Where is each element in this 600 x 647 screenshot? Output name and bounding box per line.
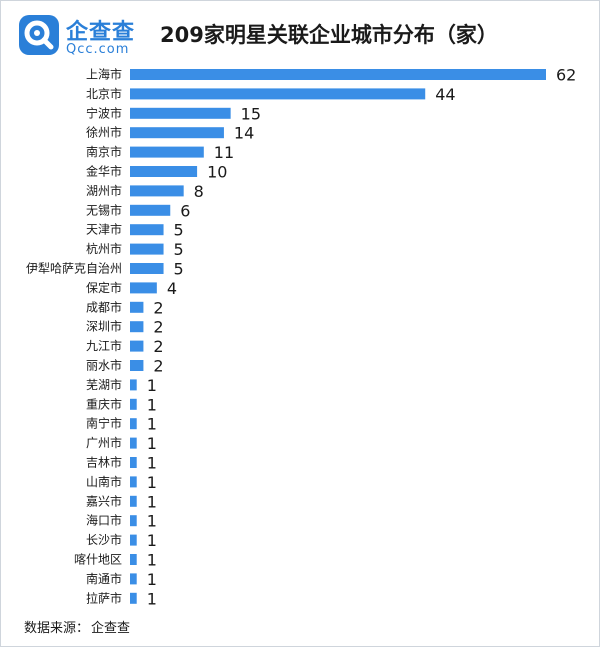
value-label: 5 [174, 240, 184, 259]
chart-title: 209家明星关联企业城市分布（家） [160, 23, 498, 47]
category-label: 成都市 [86, 299, 122, 314]
bar [130, 263, 164, 274]
category-label: 喀什地区 [74, 553, 122, 567]
bar [130, 495, 137, 507]
bar [130, 398, 137, 410]
value-label: 1 [147, 395, 157, 414]
bar [130, 592, 137, 604]
bar [130, 88, 426, 100]
value-label: 10 [207, 163, 227, 182]
bar [130, 107, 231, 119]
value-label: 4 [167, 279, 177, 298]
source-label: 数据来源： [24, 621, 90, 636]
value-label: 5 [174, 260, 184, 279]
bar [130, 282, 157, 294]
bar [130, 515, 137, 527]
value-label: 2 [153, 357, 163, 376]
category-label: 南京市 [86, 144, 122, 159]
category-label: 上海市 [86, 67, 122, 82]
value-label: 1 [147, 454, 157, 473]
bar [130, 204, 171, 216]
bar [130, 224, 164, 236]
value-label: 1 [147, 473, 157, 492]
category-label: 天津市 [86, 222, 122, 237]
bar [130, 243, 164, 255]
bar [130, 534, 137, 546]
value-label: 1 [147, 415, 157, 434]
brand-logo: 企查查 Qcc.com [18, 14, 148, 58]
value-label: 62 [556, 66, 576, 85]
logo-text-en: Qcc.com [66, 42, 130, 57]
value-label: 2 [153, 337, 163, 356]
value-label: 1 [147, 551, 157, 570]
category-label: 湖州市 [86, 183, 122, 198]
bar [130, 457, 137, 468]
category-label: 拉萨市 [86, 590, 122, 605]
bar [130, 321, 144, 333]
source-value: 企查查 [91, 621, 131, 636]
qcc-logo-icon [19, 15, 59, 55]
value-label: 14 [234, 124, 254, 143]
value-label: 6 [180, 201, 190, 220]
category-label: 徐州市 [86, 125, 122, 140]
value-label: 1 [147, 512, 157, 531]
category-label: 无锡市 [86, 202, 122, 217]
value-label: 5 [174, 221, 184, 240]
category-label: 广州市 [86, 435, 122, 450]
bar [130, 146, 204, 158]
value-label: 1 [147, 589, 157, 608]
logo-text-cn: 企查查 [66, 20, 136, 45]
category-label: 保定市 [86, 280, 122, 295]
category-label: 丽水市 [86, 358, 122, 373]
category-label: 吉林市 [86, 455, 122, 470]
category-label: 嘉兴市 [86, 493, 122, 508]
category-label: 南宁市 [86, 416, 122, 431]
bar [130, 185, 184, 197]
value-label: 1 [147, 531, 157, 550]
category-label: 芜湖市 [86, 377, 122, 392]
value-label: 44 [435, 85, 455, 104]
value-label: 11 [214, 143, 234, 162]
bar [130, 301, 144, 313]
value-label: 2 [153, 298, 163, 317]
category-label: 长沙市 [86, 532, 122, 547]
value-label: 2 [153, 318, 163, 337]
category-label: 九江市 [86, 338, 122, 353]
bar [130, 379, 137, 391]
data-source: 数据来源： 企查查 [22, 617, 130, 636]
category-label: 深圳市 [86, 319, 122, 334]
value-label: 8 [194, 182, 204, 201]
category-label: 南通市 [86, 571, 122, 586]
value-label: 1 [147, 376, 157, 395]
category-label: 海口市 [86, 513, 122, 528]
value-label: 15 [241, 104, 261, 123]
bar [130, 69, 546, 80]
bar [130, 127, 224, 139]
bar [130, 476, 137, 488]
bar [130, 554, 137, 565]
category-label: 杭州市 [86, 241, 122, 256]
category-label: 北京市 [86, 86, 122, 101]
category-label: 伊犁哈萨克自治州 [26, 262, 122, 276]
bar [130, 360, 144, 371]
category-label: 金华市 [86, 164, 122, 179]
bar [130, 166, 198, 177]
value-label: 1 [147, 492, 157, 511]
category-label: 山南市 [86, 474, 122, 489]
category-label: 重庆市 [86, 396, 122, 411]
value-label: 1 [147, 434, 157, 453]
bar [130, 573, 137, 585]
bar [130, 340, 144, 352]
bar [130, 437, 137, 449]
bar [130, 418, 137, 430]
value-label: 1 [147, 570, 157, 589]
category-label: 宁波市 [86, 105, 122, 120]
